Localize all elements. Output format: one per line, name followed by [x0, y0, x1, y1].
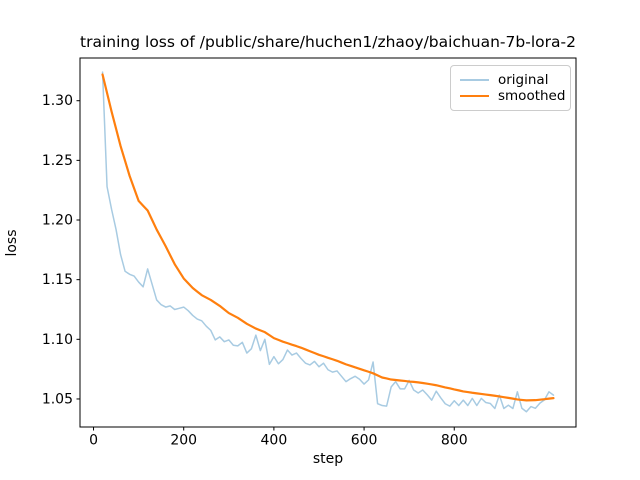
- legend-label-original: original: [498, 72, 549, 88]
- smoothed-line-swatch: [460, 95, 489, 97]
- x-tick-label: 0: [89, 433, 98, 449]
- legend-entry-smoothed: smoothed: [460, 88, 565, 104]
- chart-title: training loss of /public/share/huchen1/z…: [80, 33, 576, 51]
- x-tick-label: 200: [170, 433, 197, 449]
- y-axis-ticks: 1.05 1.10 1.15 1.20 1.25 1.30: [42, 93, 80, 407]
- axes-border: [79, 57, 577, 428]
- y-axis-label: loss: [4, 229, 20, 257]
- x-tick-label: 400: [261, 433, 288, 449]
- x-axis-ticks: 0 200 400 600 800: [89, 427, 468, 449]
- y-tick-label: 1.30: [42, 93, 73, 109]
- legend: original smoothed: [450, 65, 571, 111]
- x-tick-label: 800: [441, 433, 468, 449]
- smoothed-line: [101, 73, 555, 402]
- y-tick-label: 1.25: [42, 153, 73, 169]
- original-line: [101, 71, 555, 413]
- legend-label-smoothed: smoothed: [498, 88, 566, 104]
- y-tick-label: 1.05: [42, 391, 73, 407]
- y-tick-label: 1.15: [42, 272, 73, 288]
- original-line-swatch: [460, 79, 489, 81]
- axes-spines: [79, 57, 577, 428]
- x-tick-label: 600: [351, 433, 378, 449]
- legend-entry-original: original: [460, 72, 560, 88]
- y-tick-label: 1.20: [42, 213, 73, 229]
- y-tick-label: 1.10: [42, 332, 73, 348]
- series-lines: [101, 71, 555, 413]
- x-axis-label: step: [312, 451, 344, 467]
